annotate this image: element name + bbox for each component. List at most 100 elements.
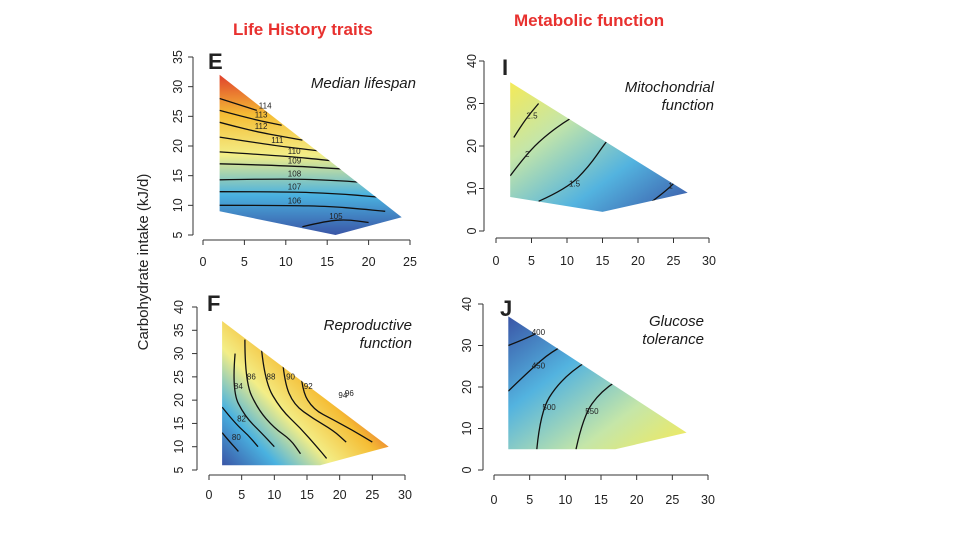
contour-line-F-92: [299, 367, 373, 443]
surface-region-E: [219, 74, 402, 235]
surface-region-I: [510, 82, 688, 212]
x-tick-label-J-20: 20: [630, 493, 644, 507]
contours-E: [219, 97, 386, 228]
contour-label-J-450: 450: [532, 361, 546, 370]
contour-line-F-90: [281, 355, 347, 443]
y-tick-label-I-30: 30: [465, 97, 479, 111]
panel-J: 400 450 500 550 0 5 10 15 20 25 30 0 10 20 30 40 J Glucos…: [460, 296, 715, 507]
contour-label-E-113: 113: [255, 110, 268, 119]
x-tick-label-F-25: 25: [365, 488, 379, 502]
x-tick-label-E-10: 10: [279, 255, 293, 269]
contour-line-E-106: [219, 204, 386, 212]
surface-region-F: [222, 321, 389, 466]
y-tick-label-I-0: 0: [465, 227, 479, 234]
contour-line-E-114: [219, 97, 257, 112]
panel-title-I-line-1: Mitochondrial: [625, 79, 715, 96]
x-tick-label-F-5: 5: [238, 488, 245, 502]
contour-label-F-88: 88: [267, 373, 276, 382]
contour-line-F-86: [244, 339, 302, 455]
contour-label-I-2: 2: [525, 150, 530, 159]
y-tick-label-E-30: 30: [171, 80, 185, 94]
y-tick-label-E-20: 20: [171, 139, 185, 153]
contour-label-F-84: 84: [234, 382, 243, 391]
x-tick-label-F-30: 30: [398, 488, 412, 502]
contour-label-E-114: 114: [259, 101, 272, 110]
contour-label-F-92: 92: [304, 382, 313, 391]
contour-line-E-109: [219, 163, 353, 171]
contour-line-E-112: [219, 121, 303, 141]
x-tick-label-F-10: 10: [267, 488, 281, 502]
x-tick-label-J-25: 25: [665, 493, 679, 507]
contour-label-F-96: 96: [345, 389, 354, 398]
panel-title-I-line-2: function: [661, 97, 714, 114]
contour-label-J-500: 500: [542, 403, 556, 412]
x-tick-label-E-15: 15: [320, 255, 334, 269]
x-tick-label-I-25: 25: [667, 254, 681, 268]
contour-line-I-1: [651, 179, 678, 202]
contour-line-F-88: [260, 346, 328, 459]
y-tick-label-F-30: 30: [172, 347, 186, 361]
panel-title-J-line-1: Glucose: [649, 313, 704, 330]
x-tick-label-J-30: 30: [701, 493, 715, 507]
contour-label-F-80: 80: [232, 433, 241, 442]
x-tick-label-I-0: 0: [493, 254, 500, 268]
y-tick-label-E-5: 5: [171, 231, 185, 238]
y-tick-label-F-40: 40: [172, 300, 186, 314]
y-tick-label-J-20: 20: [460, 380, 474, 394]
y-tick-label-E-25: 25: [171, 109, 185, 123]
panel-title-E-line-1: Median lifespan: [311, 75, 416, 92]
y-tick-label-F-25: 25: [172, 370, 186, 384]
y-tick-label-F-10: 10: [172, 440, 186, 454]
y-tick-label-I-20: 20: [465, 139, 479, 153]
x-tick-label-J-0: 0: [491, 493, 498, 507]
contour-label-E-111: 111: [271, 136, 284, 145]
contour-label-I-1: 1: [668, 182, 673, 191]
contour-line-E-107: [219, 191, 377, 198]
y-tick-label-I-10: 10: [465, 182, 479, 196]
section-title-left: Life History traits: [233, 20, 373, 39]
panel-title-J-line-2: tolerance: [642, 331, 704, 348]
contour-line-E-105: [302, 219, 369, 228]
x-tick-label-I-5: 5: [528, 254, 535, 268]
x-tick-label-E-25: 25: [403, 255, 417, 269]
x-tick-label-J-10: 10: [558, 493, 572, 507]
contour-line-I-2.5: [513, 103, 540, 138]
x-tick-label-J-15: 15: [594, 493, 608, 507]
y-tick-label-I-40: 40: [465, 54, 479, 68]
y-tick-label-J-40: 40: [460, 297, 474, 311]
panel-title-F-line-1: Reproductive: [324, 317, 412, 334]
y-tick-label-E-15: 15: [171, 169, 185, 183]
y-tick-label-E-35: 35: [171, 50, 185, 64]
contour-label-J-550: 550: [585, 407, 599, 416]
shared-y-axis-label: Carbohydrate intake (kJ/d): [135, 174, 152, 351]
x-tick-label-E-20: 20: [362, 255, 376, 269]
panel-letter-E: E: [208, 49, 223, 74]
contour-line-E-111: [219, 136, 328, 153]
contour-label-E-110: 110: [288, 147, 301, 156]
y-tick-label-F-5: 5: [172, 466, 186, 473]
contour-label-J-400: 400: [532, 328, 546, 337]
y-tick-label-F-20: 20: [172, 393, 186, 407]
contour-label-F-90: 90: [286, 373, 295, 382]
y-tick-label-J-0: 0: [460, 466, 474, 473]
x-tick-label-I-30: 30: [702, 254, 716, 268]
y-tick-label-J-30: 30: [460, 339, 474, 353]
contour-label-I-1.5: 1.5: [569, 180, 581, 189]
x-tick-label-E-5: 5: [241, 255, 248, 269]
contour-label-I-2.5: 2.5: [526, 112, 538, 121]
surface-region-J: [508, 316, 687, 450]
x-tick-label-I-20: 20: [631, 254, 645, 268]
x-tick-label-I-10: 10: [560, 254, 574, 268]
y-tick-label-F-15: 15: [172, 416, 186, 430]
contour-label-E-107: 107: [288, 183, 302, 192]
x-tick-label-J-5: 5: [526, 493, 533, 507]
contour-line-I-2: [510, 111, 582, 177]
x-tick-label-F-15: 15: [300, 488, 314, 502]
y-tick-label-F-35: 35: [172, 323, 186, 337]
x-tick-label-F-20: 20: [333, 488, 347, 502]
